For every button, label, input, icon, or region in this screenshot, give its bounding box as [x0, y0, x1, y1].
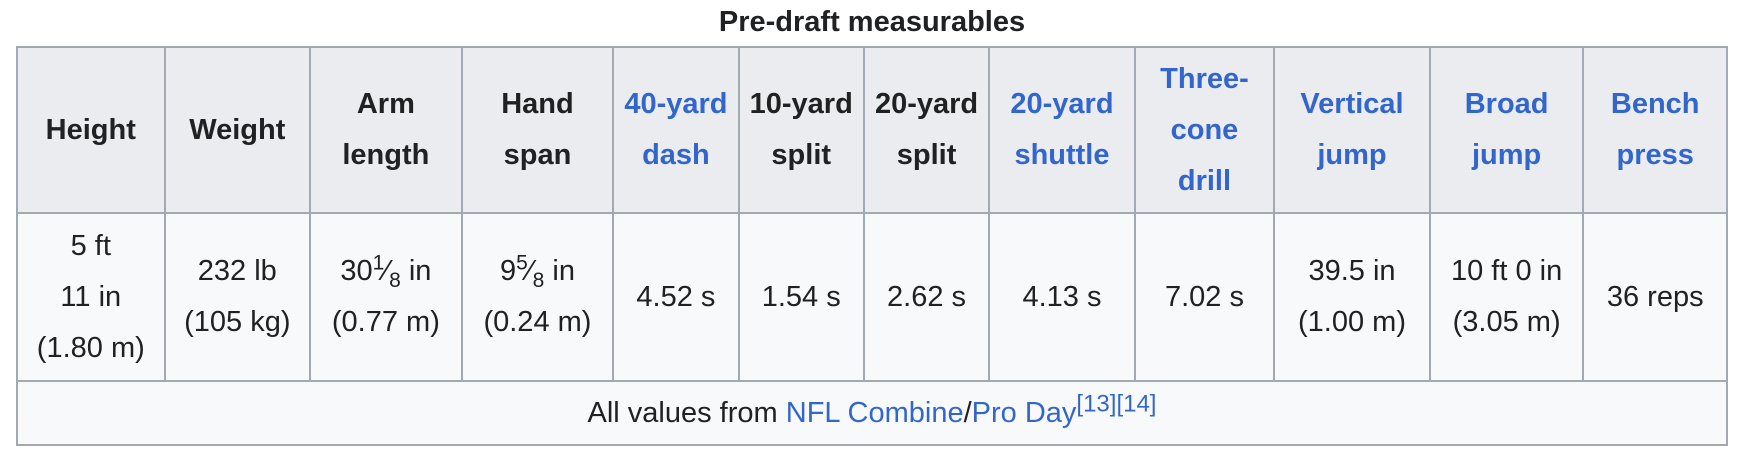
- cell-20-yard-shuttle: 4.13 s: [988, 212, 1136, 382]
- cell-40-yard-dash: 4.52 s: [612, 212, 740, 382]
- header-10-yard-split: 10-yard split: [737, 46, 865, 214]
- footer-row: All values from NFL Combine/Pro Day[13][…: [16, 380, 1728, 446]
- height-metric: (1.80 m): [36, 331, 145, 364]
- arm-frac-denominator: 8: [389, 268, 401, 292]
- vertical-imperial: 39.5 in: [1308, 255, 1396, 287]
- header-three-cone-drill: Three-cone drill: [1133, 46, 1276, 214]
- cell-20-yard-split: 2.62 s: [862, 212, 991, 382]
- arm-frac-slash: ⁄: [384, 255, 390, 287]
- cell-10-yard-split: 1.54 s: [737, 212, 865, 382]
- arm-metric: (0.77 m): [331, 306, 440, 338]
- cell-hand-span: 95⁄8 in (0.24 m): [460, 212, 615, 382]
- hand-unit: in: [552, 255, 575, 287]
- reference-13-link[interactable]: [13]: [1076, 390, 1117, 418]
- cell-three-cone-drill: 7.02 s: [1133, 212, 1276, 382]
- hand-whole: 9: [499, 255, 517, 287]
- link-40-yard-dash[interactable]: 40-yard dash: [624, 88, 728, 171]
- height-imperial-in: 11 in: [60, 280, 122, 313]
- header-hand-span: Hand span: [460, 46, 615, 214]
- weight-metric: (105 kg): [184, 306, 291, 338]
- height-imperial-ft: 5 ft: [70, 229, 111, 262]
- header-weight: Weight: [163, 46, 312, 214]
- broad-imperial: 10 ft 0 in: [1450, 255, 1563, 287]
- link-20-yard-shuttle[interactable]: 20-yard shuttle: [1010, 88, 1114, 171]
- header-vertical-jump: Vertical jump: [1273, 46, 1431, 214]
- arm-unit: in: [408, 255, 432, 287]
- link-vertical-jump[interactable]: Vertical jump: [1300, 88, 1404, 171]
- cell-weight: 232 lb (105 kg): [163, 212, 312, 382]
- cell-vertical-jump: 39.5 in (1.00 m): [1273, 212, 1431, 382]
- cell-broad-jump: 10 ft 0 in (3.05 m): [1428, 212, 1585, 382]
- footer-separator: /: [963, 397, 972, 429]
- header-height: Height: [16, 46, 166, 214]
- hand-frac-numerator: 5: [516, 251, 528, 275]
- hand-frac-denominator: 8: [532, 268, 545, 292]
- cell-bench-press: 36 reps: [1582, 212, 1728, 382]
- values-row: 5 ft 11 in (1.80 m) 232 lb (105 kg) 301⁄…: [16, 212, 1728, 382]
- header-arm-length: Arm length: [309, 46, 463, 214]
- header-40-yard-dash: 40-yard dash: [612, 46, 740, 214]
- weight-imperial: 232 lb: [197, 255, 277, 287]
- arm-whole: 30: [340, 255, 373, 287]
- broad-metric: (3.05 m): [1452, 306, 1561, 338]
- arm-frac-numerator: 1: [372, 251, 385, 275]
- header-20-yard-split: 20-yard split: [862, 46, 991, 214]
- link-three-cone-drill[interactable]: Three-cone drill: [1160, 62, 1249, 197]
- link-broad-jump[interactable]: Broad jump: [1464, 88, 1549, 171]
- reference-14-link[interactable]: [14]: [1116, 390, 1157, 418]
- pro-day-link[interactable]: Pro Day: [971, 397, 1077, 429]
- cell-height: 5 ft 11 in (1.80 m): [16, 212, 166, 382]
- header-broad-jump: Broad jump: [1428, 46, 1585, 214]
- footer-prefix: All values from: [587, 397, 786, 429]
- measurables-table-wrapper: Pre-draft measurables Height Weight Arm …: [16, 0, 1728, 446]
- vertical-metric: (1.00 m): [1298, 306, 1406, 338]
- nfl-combine-link[interactable]: NFL Combine: [785, 397, 964, 429]
- table-caption: Pre-draft measurables: [718, 6, 1026, 38]
- cell-arm-length: 301⁄8 in (0.77 m): [309, 212, 463, 382]
- link-bench-press[interactable]: Bench press: [1610, 88, 1700, 171]
- hand-frac-slash: ⁄: [527, 255, 533, 287]
- header-bench-press: Bench press: [1582, 46, 1728, 214]
- measurables-table: Height Weight Arm length Hand span 40-ya…: [16, 46, 1728, 446]
- footer-cell: All values from NFL Combine/Pro Day[13][…: [16, 380, 1728, 446]
- hand-metric: (0.24 m): [483, 306, 592, 338]
- header-20-yard-shuttle: 20-yard shuttle: [988, 46, 1136, 214]
- header-row: Height Weight Arm length Hand span 40-ya…: [16, 46, 1728, 214]
